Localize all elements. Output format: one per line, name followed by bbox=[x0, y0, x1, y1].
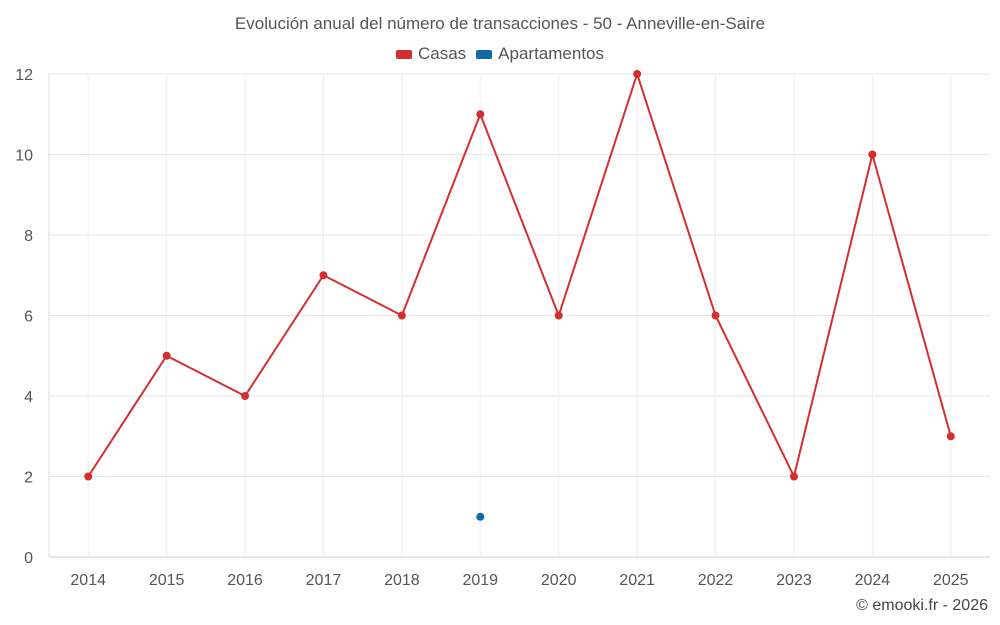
y-tick-label: 10 bbox=[15, 148, 33, 165]
data-point-casas[interactable] bbox=[241, 392, 250, 400]
data-point-casas[interactable] bbox=[397, 311, 406, 320]
data-point-casas[interactable] bbox=[319, 271, 328, 280]
y-tick-label: 0 bbox=[24, 550, 33, 567]
x-tick-label: 2015 bbox=[149, 572, 185, 589]
x-tick-label: 2020 bbox=[541, 572, 577, 589]
x-tick-label: 2018 bbox=[384, 572, 420, 589]
y-tick-label: 12 bbox=[15, 67, 33, 84]
legend-label-apartamentos: Apartamentos bbox=[498, 44, 605, 63]
x-tick-label: 2017 bbox=[306, 572, 342, 589]
legend-swatch-casas bbox=[395, 49, 412, 59]
x-tick-label: 2024 bbox=[855, 572, 891, 589]
x-tick-label: 2022 bbox=[698, 572, 734, 589]
x-tick-label: 2023 bbox=[776, 572, 812, 589]
data-point-casas[interactable] bbox=[946, 432, 955, 441]
legend: Casas Apartamentos bbox=[0, 44, 1000, 64]
x-tick-label: 2019 bbox=[462, 572, 498, 589]
x-tick-label: 2014 bbox=[70, 572, 106, 589]
series-line-casas bbox=[87, 70, 952, 480]
legend-label-casas: Casas bbox=[417, 44, 467, 63]
legend-swatch-apartamentos bbox=[476, 49, 493, 59]
data-point-apartamentos[interactable] bbox=[476, 512, 485, 521]
data-point-casas[interactable] bbox=[476, 110, 485, 119]
credit-text: © emooki.fr - 2026 bbox=[856, 597, 988, 614]
data-point-casas[interactable] bbox=[789, 472, 798, 481]
data-point-casas[interactable] bbox=[162, 351, 171, 360]
x-tick-label: 2025 bbox=[933, 572, 969, 589]
y-tick-label: 8 bbox=[24, 228, 33, 245]
data-point-casas[interactable] bbox=[633, 70, 642, 78]
legend-item-casas[interactable]: Casas bbox=[395, 44, 467, 64]
legend-item-apartamentos[interactable]: Apartamentos bbox=[476, 44, 604, 64]
data-point-casas[interactable] bbox=[868, 150, 877, 159]
y-tick-label: 4 bbox=[24, 389, 33, 406]
data-point-casas[interactable] bbox=[84, 472, 93, 481]
chart-title: Evolución anual del número de transaccio… bbox=[234, 14, 766, 33]
data-point-casas[interactable] bbox=[554, 311, 563, 320]
x-tick-label: 2021 bbox=[619, 572, 655, 589]
y-tick-label: 6 bbox=[24, 309, 33, 326]
y-tick-label: 2 bbox=[24, 470, 33, 487]
x-tick-label: 2016 bbox=[227, 572, 263, 589]
data-point-casas[interactable] bbox=[711, 311, 720, 320]
